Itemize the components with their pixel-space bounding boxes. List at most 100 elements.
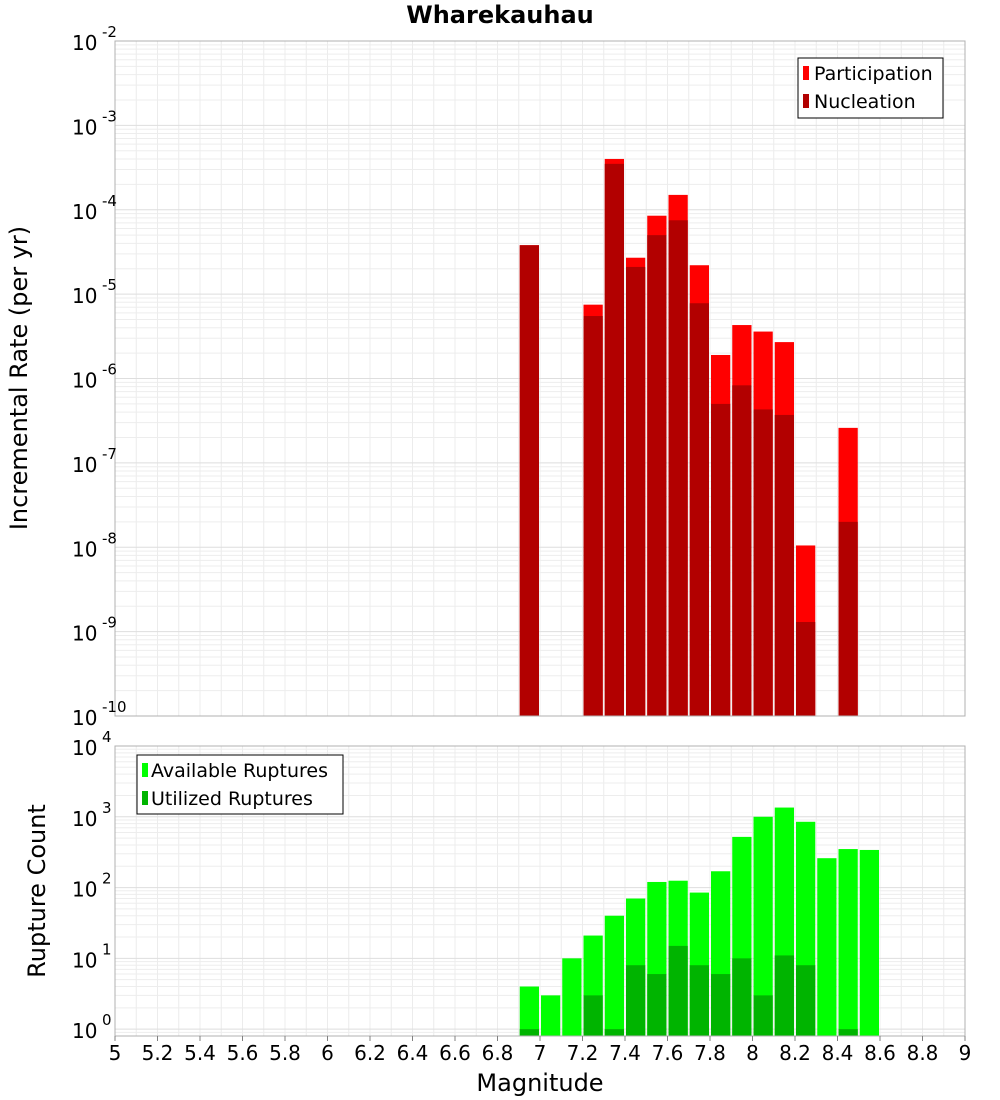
- top-y-tick-exponent: -2: [102, 23, 117, 41]
- bottom-bar-utilized-ruptures: [604, 1029, 624, 1036]
- bottom-bar-available-ruptures: [541, 995, 561, 1036]
- top-y-tick: 10 -5: [72, 276, 117, 308]
- x-tick-label: 7.2: [567, 1041, 599, 1065]
- top-y-tick-exponent: -6: [102, 361, 117, 379]
- legend-swatch-nucleation: [803, 94, 809, 108]
- bottom-bars: [519, 807, 879, 1036]
- x-tick-label: 8.8: [907, 1041, 939, 1065]
- bottom-legend: Available Ruptures Utilized Ruptures: [136, 754, 344, 815]
- x-axis-label: Magnitude: [476, 1069, 603, 1097]
- top-bar-nucleation: [711, 403, 731, 716]
- x-tick-label: 6.4: [397, 1041, 429, 1065]
- top-y-tick: 10 -9: [72, 614, 117, 646]
- top-y-tick-base: 10: [72, 453, 97, 477]
- x-tick-label: 7.4: [609, 1041, 641, 1065]
- bottom-bar-available-ruptures: [604, 915, 624, 1036]
- top-legend: Participation Nucleation: [797, 57, 944, 119]
- bottom-y-tick-base: 10: [72, 1019, 97, 1043]
- top-bar-nucleation: [753, 409, 773, 716]
- top-y-tick-exponent: -9: [102, 614, 117, 632]
- bottom-bar-utilized-ruptures: [732, 958, 752, 1036]
- bottom-bar-utilized-ruptures: [668, 945, 688, 1036]
- legend-label-available: Available Ruptures: [151, 760, 328, 782]
- legend-label-participation: Participation: [814, 63, 933, 85]
- top-bar-nucleation: [647, 235, 667, 716]
- bottom-panel: 10 0 10 1 10 2 10 3 10 4 5 5.2 5.4 5.6 5.8 6 6.2 6.4 6.6 6…: [23, 728, 971, 1097]
- bottom-y-tick-exponent: 1: [102, 940, 112, 958]
- bottom-y-ticks: 10 0 10 1 10 2 10 3 10 4: [72, 728, 112, 1043]
- legend-swatch-available: [142, 763, 148, 777]
- top-bar-nucleation: [604, 163, 624, 717]
- x-tick-label: 8.6: [864, 1041, 896, 1065]
- top-y-tick: 10 -8: [72, 529, 117, 561]
- x-tick-label: 5.8: [269, 1041, 301, 1065]
- x-tick-label: 6.8: [482, 1041, 514, 1065]
- top-y-tick-base: 10: [72, 115, 97, 139]
- x-tick-label: 6.2: [354, 1041, 386, 1065]
- bottom-bar-utilized-ruptures: [774, 955, 794, 1036]
- top-y-tick-exponent: -5: [102, 276, 117, 294]
- top-grid: [114, 40, 966, 717]
- bottom-bar-available-ruptures: [519, 986, 539, 1036]
- x-tick-label: 9: [959, 1041, 972, 1065]
- bottom-y-tick-base: 10: [72, 736, 97, 760]
- bottom-bar-utilized-ruptures: [626, 965, 646, 1036]
- x-tick-label: 8.2: [779, 1041, 811, 1065]
- bottom-bar-utilized-ruptures: [583, 995, 603, 1036]
- bottom-y-tick-base: 10: [72, 878, 97, 902]
- bottom-y-tick-exponent: 2: [102, 870, 112, 888]
- bottom-y-tick: 10 3: [72, 799, 112, 831]
- bottom-y-tick: 10 4: [72, 728, 112, 760]
- bottom-bar-utilized-ruptures: [753, 995, 773, 1036]
- x-tick-label: 6: [321, 1041, 334, 1065]
- x-tick-label: 8: [746, 1041, 759, 1065]
- bottom-bar-available-ruptures: [562, 958, 582, 1036]
- bottom-bar-utilized-ruptures: [519, 1029, 539, 1036]
- bottom-legend-box: [136, 754, 344, 815]
- chart-title: Wharekauhau: [406, 1, 593, 29]
- bottom-bar-utilized-ruptures: [647, 974, 667, 1036]
- bottom-y-tick: 10 2: [72, 870, 112, 902]
- top-y-tick-exponent: -3: [102, 107, 117, 125]
- bottom-y-tick-base: 10: [72, 807, 97, 831]
- x-tick-label: 5.4: [184, 1041, 216, 1065]
- top-bars: [519, 158, 858, 717]
- x-tick-label: 7: [534, 1041, 547, 1065]
- top-y-ticks: 10 -10 10 -9 10 -8 10 -7 10 -6 10 -5 10 -4 10 -3 10 -2: [72, 23, 127, 730]
- top-y-tick: 10 -3: [72, 107, 117, 139]
- legend-label-nucleation: Nucleation: [814, 91, 916, 113]
- bottom-bar-available-ruptures: [859, 849, 879, 1036]
- bottom-bar-available-ruptures: [817, 858, 837, 1036]
- legend-swatch-participation: [803, 66, 809, 80]
- top-bar-nucleation: [838, 521, 858, 716]
- top-y-tick-base: 10: [72, 537, 97, 561]
- top-bar-nucleation: [668, 220, 688, 717]
- top-legend-box: [797, 57, 944, 119]
- top-bar-nucleation: [626, 266, 646, 716]
- top-y-tick: 10 -4: [72, 192, 117, 224]
- bottom-y-tick-exponent: 4: [102, 728, 112, 746]
- bottom-bar-utilized-ruptures: [689, 965, 709, 1036]
- top-y-tick: 10 -2: [72, 23, 117, 55]
- bottom-y-axis-label: Rupture Count: [23, 804, 51, 978]
- top-y-axis-label: Incremental Rate (per yr): [5, 226, 33, 530]
- top-bar-nucleation: [732, 385, 752, 716]
- top-y-tick-exponent: -10: [102, 698, 127, 716]
- top-bar-nucleation: [774, 414, 794, 716]
- bottom-y-tick: 10 0: [72, 1011, 112, 1043]
- bottom-bar-available-ruptures: [838, 849, 858, 1036]
- bottom-y-tick: 10 1: [72, 940, 112, 972]
- top-y-tick-exponent: -8: [102, 529, 117, 547]
- bottom-y-tick-exponent: 3: [102, 799, 112, 817]
- top-y-tick-exponent: -4: [102, 192, 117, 210]
- bottom-bar-utilized-ruptures: [796, 965, 816, 1036]
- top-panel: 10 -10 10 -9 10 -8 10 -7 10 -6 10 -5 10 -4 10 -3 10 -2 In…: [5, 23, 966, 730]
- bottom-bar-utilized-ruptures: [711, 974, 731, 1036]
- top-bar-nucleation: [796, 622, 816, 716]
- x-tick-label: 7.8: [694, 1041, 726, 1065]
- top-bar-nucleation: [583, 316, 603, 716]
- bottom-y-tick-exponent: 0: [102, 1011, 112, 1029]
- top-y-tick: 10 -6: [72, 361, 117, 393]
- legend-swatch-utilized: [142, 791, 148, 805]
